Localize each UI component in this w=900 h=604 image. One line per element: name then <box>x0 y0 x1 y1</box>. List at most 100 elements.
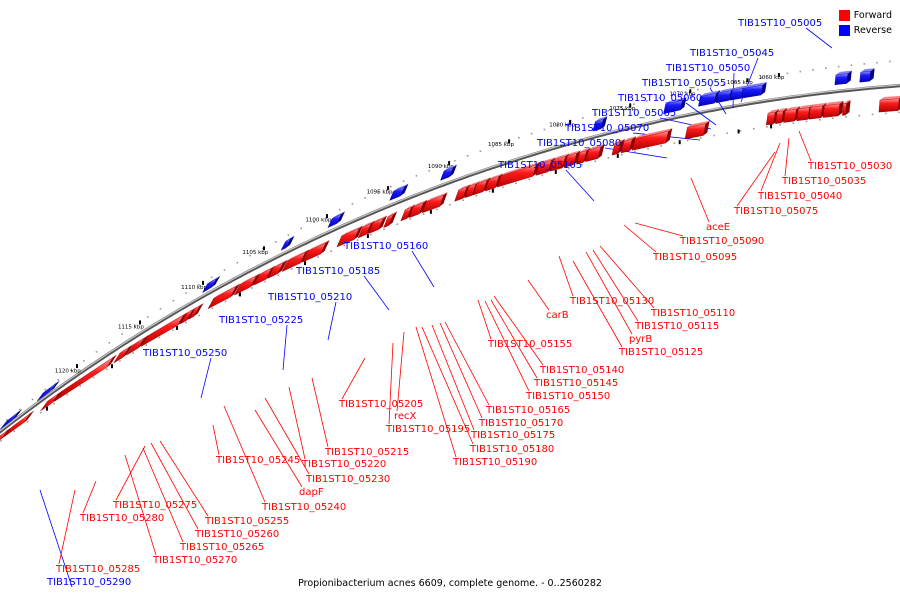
reverse-gene-label[interactable]: TIB1ST10_05105 <box>497 160 582 171</box>
forward-gene-label[interactable]: TIB1ST10_05180 <box>469 444 554 455</box>
forward-gene[interactable] <box>253 268 272 286</box>
forward-gene[interactable] <box>408 202 424 219</box>
forward-gene-label[interactable]: TIB1ST10_05265 <box>179 542 264 553</box>
forward-gene[interactable] <box>454 186 468 202</box>
reverse-gene[interactable] <box>592 119 604 132</box>
reverse-gene-label[interactable]: TIB1ST10_05065 <box>591 108 676 119</box>
reverse-gene-label[interactable]: TIB1ST10_05080 <box>536 138 621 149</box>
forward-gene[interactable] <box>878 98 900 113</box>
forward-gene[interactable] <box>796 107 810 122</box>
forward-gene-label[interactable]: TIB1ST10_05035 <box>781 176 866 187</box>
forward-gene[interactable] <box>180 309 194 325</box>
forward-gene[interactable] <box>188 305 201 320</box>
forward-gene-label[interactable]: recX <box>394 411 417 422</box>
forward-gene[interactable] <box>367 218 384 235</box>
reverse-gene-label[interactable]: TIB1ST10_05050 <box>665 63 750 74</box>
forward-gene-label[interactable]: TIB1ST10_05260 <box>194 529 279 540</box>
forward-gene-label[interactable]: TIB1ST10_05240 <box>261 502 346 513</box>
forward-gene[interactable] <box>783 108 797 123</box>
forward-gene[interactable] <box>484 176 500 192</box>
forward-gene-label[interactable]: TIB1ST10_05125 <box>618 347 703 358</box>
reverse-gene-label[interactable]: TIB1ST10_05250 <box>142 348 227 359</box>
forward-gene[interactable] <box>40 393 59 412</box>
forward-gene-label[interactable]: TIB1ST10_05075 <box>733 206 818 217</box>
forward-gene[interactable] <box>631 130 669 151</box>
forward-gene[interactable] <box>535 160 552 176</box>
forward-gene[interactable] <box>140 314 185 347</box>
reverse-gene[interactable] <box>280 238 291 251</box>
forward-gene[interactable] <box>496 164 537 188</box>
forward-gene[interactable] <box>808 105 823 120</box>
forward-gene-label[interactable]: TIB1ST10_05245 <box>215 455 300 466</box>
forward-gene-label[interactable]: TIB1ST10_05090 <box>679 236 764 247</box>
forward-gene[interactable] <box>383 214 394 228</box>
forward-gene[interactable] <box>421 194 444 214</box>
forward-gene-label[interactable]: TIB1ST10_05155 <box>487 339 572 350</box>
forward-gene-label[interactable]: dapF <box>299 487 324 498</box>
forward-gene[interactable] <box>357 223 372 239</box>
forward-gene-label[interactable]: TIB1ST10_05205 <box>338 399 423 410</box>
forward-gene[interactable] <box>822 103 840 118</box>
reverse-gene[interactable] <box>327 213 342 229</box>
reverse-gene-label[interactable]: TIB1ST10_05005 <box>737 18 822 29</box>
forward-gene-label[interactable]: TIB1ST10_05145 <box>533 378 618 389</box>
forward-gene-label[interactable]: TIB1ST10_05175 <box>470 430 555 441</box>
forward-gene-label[interactable]: TIB1ST10_05285 <box>55 564 140 575</box>
forward-gene-label[interactable]: TIB1ST10_05190 <box>452 457 537 468</box>
forward-gene[interactable] <box>301 242 327 263</box>
forward-gene-label[interactable]: TIB1ST10_05110 <box>650 308 735 319</box>
reverse-gene[interactable] <box>389 186 405 201</box>
reverse-gene[interactable] <box>37 383 57 402</box>
forward-gene-label[interactable]: TIB1ST10_05040 <box>757 191 842 202</box>
reverse-gene-label[interactable]: TIB1ST10_05045 <box>689 48 774 59</box>
forward-gene[interactable] <box>267 262 284 279</box>
forward-gene-label[interactable]: TIB1ST10_05130 <box>569 296 654 307</box>
forward-gene[interactable] <box>775 110 784 124</box>
forward-gene[interactable] <box>611 141 622 156</box>
forward-gene[interactable] <box>576 150 587 165</box>
forward-gene[interactable] <box>207 286 237 310</box>
forward-gene[interactable] <box>842 102 847 116</box>
reverse-gene[interactable] <box>201 278 217 294</box>
forward-gene-label[interactable]: TIB1ST10_05170 <box>478 418 563 429</box>
forward-gene-label[interactable]: TIB1ST10_05255 <box>204 516 289 527</box>
forward-gene-label[interactable]: aceE <box>706 222 730 233</box>
reverse-gene-label[interactable]: TIB1ST10_05185 <box>295 266 380 277</box>
forward-gene-label[interactable]: TIB1ST10_05230 <box>305 474 390 485</box>
forward-gene[interactable] <box>620 139 633 154</box>
forward-gene[interactable] <box>281 251 306 273</box>
forward-gene[interactable] <box>233 275 257 296</box>
reverse-gene-label[interactable]: TIB1ST10_05225 <box>218 315 303 326</box>
reverse-gene-label[interactable]: TIB1ST10_05160 <box>343 241 428 252</box>
forward-gene[interactable] <box>684 123 706 140</box>
forward-gene[interactable] <box>464 183 477 199</box>
forward-gene[interactable] <box>54 357 114 402</box>
reverse-gene[interactable] <box>0 411 19 430</box>
reverse-gene-label[interactable]: TIB1ST10_05290 <box>46 577 131 588</box>
forward-gene-label[interactable]: TIB1ST10_05220 <box>301 459 386 470</box>
forward-gene-label[interactable]: pyrB <box>629 334 652 345</box>
forward-gene-label[interactable]: TIB1ST10_05165 <box>485 405 570 416</box>
reverse-gene[interactable] <box>716 90 732 104</box>
forward-gene[interactable] <box>549 156 566 172</box>
forward-gene-label[interactable]: TIB1ST10_05280 <box>79 513 164 524</box>
forward-gene-label[interactable]: TIB1ST10_05275 <box>112 500 197 511</box>
reverse-gene-label[interactable]: TIB1ST10_05055 <box>641 78 726 89</box>
forward-gene[interactable] <box>400 207 412 222</box>
forward-gene-label[interactable]: carB <box>546 310 569 321</box>
reverse-gene[interactable] <box>440 167 454 181</box>
forward-gene-label[interactable]: TIB1ST10_05195 <box>385 424 470 435</box>
forward-gene-label[interactable]: TIB1ST10_05115 <box>634 321 719 332</box>
forward-gene[interactable] <box>0 429 9 453</box>
forward-gene-label[interactable]: TIB1ST10_05150 <box>525 391 610 402</box>
forward-gene[interactable] <box>472 179 488 196</box>
reverse-gene[interactable] <box>698 93 717 107</box>
forward-gene[interactable] <box>585 146 601 162</box>
reverse-gene[interactable] <box>834 73 849 86</box>
reverse-gene[interactable] <box>859 71 871 83</box>
reverse-gene[interactable] <box>740 84 763 99</box>
forward-gene[interactable] <box>563 153 577 168</box>
forward-gene[interactable] <box>4 413 31 437</box>
reverse-gene-label[interactable]: TIB1ST10_05210 <box>267 292 352 303</box>
reverse-gene-label[interactable]: TIB1ST10_05060 <box>617 93 702 104</box>
